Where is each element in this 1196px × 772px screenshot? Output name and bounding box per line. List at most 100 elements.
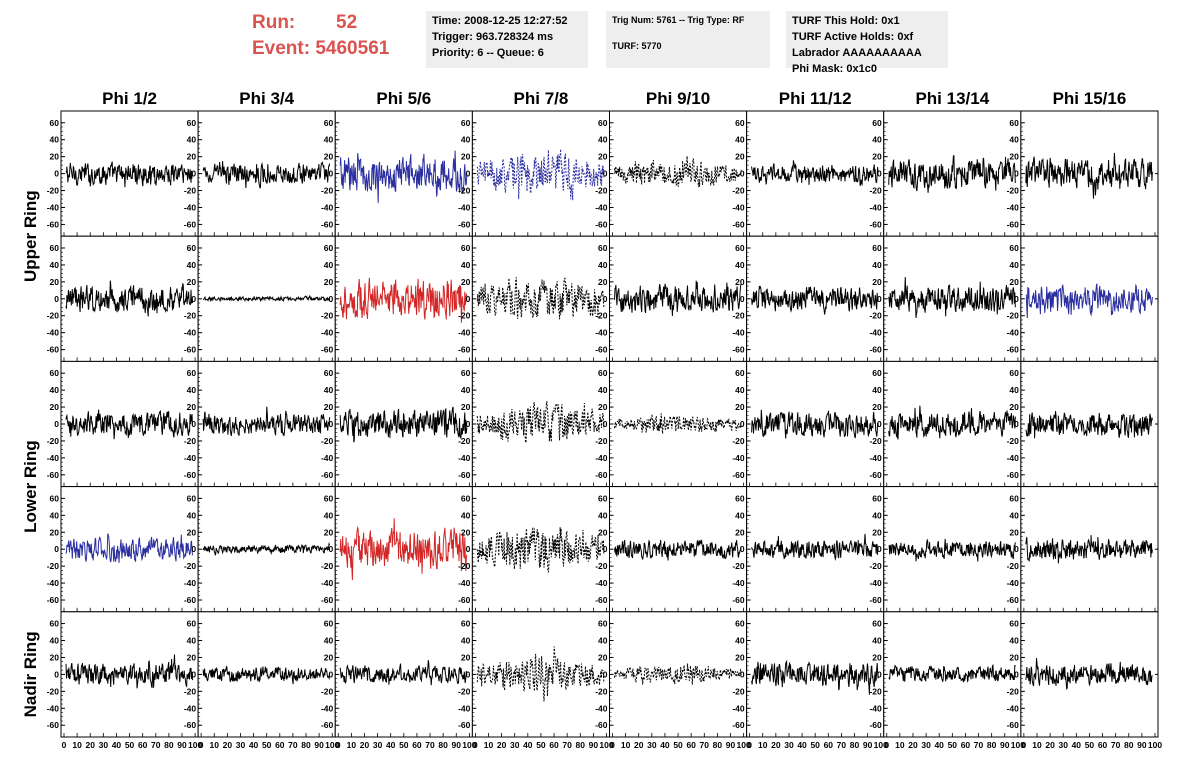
y-tick-label: -20 [458,561,471,571]
x-tick-label: 40 [386,740,396,750]
event-value: 5460561 [315,38,390,59]
y-tick-label: 0 [54,419,59,429]
y-tick-label: -60 [732,720,745,730]
y-tick-label: 0 [54,669,59,679]
event-label: Event: [252,38,311,59]
y-tick-label: -60 [869,720,882,730]
ring-title: Lower Ring [21,440,40,533]
waveform-trace [65,280,193,317]
x-tick-label: 100 [1148,740,1162,750]
y-tick-label: 40 [187,385,197,395]
turf-active-line: TURF Active Holds: 0xf [792,31,914,43]
y-tick-label: 60 [50,619,60,629]
y-tick-label: 0 [1014,294,1019,304]
x-tick-label: 80 [164,740,174,750]
waveform-panel: -60 -40 -20 0 20 40 60 [184,235,336,362]
x-tick-label: 70 [837,740,847,750]
x-tick-label: 100 [874,740,888,750]
y-tick-label: 40 [461,385,471,395]
y-tick-label: -20 [1007,686,1020,696]
x-tick-label: 40 [249,740,259,750]
y-tick-label: 60 [872,619,882,629]
y-tick-label: -40 [595,202,608,212]
waveform-trace [476,277,605,320]
y-tick-label: -20 [1007,436,1020,446]
x-tick-label: 0 [199,740,204,750]
ring-title: Nadir Ring [21,631,40,717]
time-line: Time: 2008-12-25 12:27:52 [432,15,568,27]
waveform-panel: -60 -40 -20 0 20 40 60 [1007,110,1159,237]
y-tick-label: 20 [1009,652,1019,662]
y-tick-label: -60 [732,595,745,605]
y-tick-label: -60 [732,219,745,229]
waveform-panel: -60 -40 -20 0 20 40 60 [184,611,336,738]
waveform-trace [614,156,742,188]
y-tick-label: 60 [1009,493,1019,503]
y-tick-label: -20 [732,561,745,571]
y-tick-label: -40 [595,328,608,338]
y-tick-label: 0 [603,544,608,554]
waveform-panel: -60 -40 -20 0 20 40 60 [458,486,610,613]
y-tick-label: -40 [321,703,334,713]
y-tick-label: 60 [872,243,882,253]
y-tick-label: -20 [321,561,334,571]
y-tick-label: 20 [1009,402,1019,412]
y-tick-label: 20 [598,277,608,287]
waveform-trace [614,539,742,561]
y-tick-label: -20 [321,311,334,321]
y-tick-label: 60 [735,243,745,253]
x-tick-label: 10 [484,740,494,750]
y-tick-label: 40 [50,510,60,520]
y-tick-label: 60 [735,368,745,378]
y-tick-label: -20 [869,436,882,446]
x-tick-label: 50 [1085,740,1095,750]
column-title: Phi 7/8 [514,89,569,108]
x-tick-label: 40 [934,740,944,750]
y-tick-label: 0 [877,544,882,554]
waveform-trace [203,294,331,303]
y-tick-label: -20 [869,186,882,196]
panel-frame [197,611,336,738]
panel-frame [1020,611,1159,738]
y-tick-label: 20 [1009,527,1019,537]
y-tick-label: -20 [1007,186,1020,196]
y-tick-label: 0 [329,169,334,179]
waveform-trace [888,663,1016,683]
x-tick-label: 20 [360,740,370,750]
y-tick-label: 60 [735,619,745,629]
y-tick-label: -40 [458,328,471,338]
x-tick-label: 40 [523,740,533,750]
waveform-panel: -60 -40 -20 0 20 40 60 [321,611,473,738]
y-tick-label: 60 [324,243,334,253]
y-tick-label: -60 [184,720,197,730]
x-tick-label: 0 [610,740,615,750]
turf-line: TURF: 5770 [612,41,662,51]
y-tick-label: -40 [321,202,334,212]
phi-mask-line: Phi Mask: 0x1c0 [792,63,877,75]
y-tick-label: 20 [598,527,608,537]
y-tick-label: 0 [740,169,745,179]
y-tick-label: 40 [461,135,471,145]
waveform-trace [339,406,468,443]
y-tick-label: 20 [50,652,60,662]
x-tick-label: 0 [1022,740,1027,750]
x-tick-label: 80 [1124,740,1134,750]
y-tick-label: 20 [1009,152,1019,162]
x-tick-label: 20 [1045,740,1055,750]
x-tick-label: 60 [1098,740,1108,750]
y-tick-label: -40 [1007,202,1020,212]
run-row: Run: 52 [252,10,389,36]
y-tick-label: -20 [1007,311,1020,321]
y-tick-label: 20 [187,402,197,412]
y-tick-label: 60 [50,118,60,128]
x-tick-label: 100 [599,740,613,750]
waveform-trace [1025,658,1153,691]
y-tick-label: 60 [598,118,608,128]
y-tick-label: 20 [187,152,197,162]
y-tick-label: 0 [877,294,882,304]
waveform-panel: -60 -40 -20 0 20 40 60 [458,360,610,488]
y-tick-label: -40 [47,453,60,463]
waveform-panel: -60 -40 -20 0 20 40 60 [458,110,610,237]
y-tick-label: -20 [47,686,60,696]
y-tick-label: -40 [184,703,197,713]
